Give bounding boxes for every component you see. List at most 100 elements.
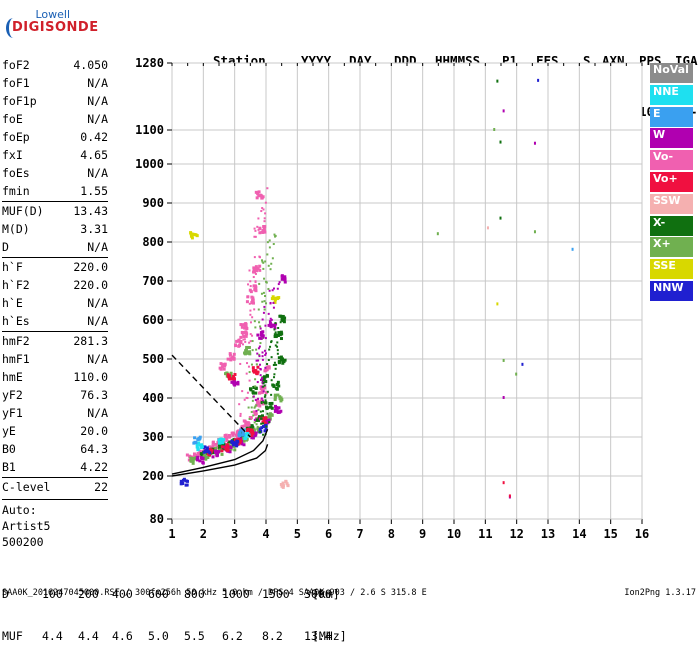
data-point [251,436,255,440]
param-value: 4.050 [73,58,108,72]
data-point [249,313,252,316]
data-point [273,363,276,366]
data-point [252,284,256,288]
param-name: hmE [2,370,23,384]
data-point [273,373,276,376]
x-tick-label: 4 [262,527,269,541]
param-separator [2,257,108,258]
data-point [214,442,218,446]
data-point [275,296,279,300]
param-name: hmF2 [2,334,30,348]
data-point [275,333,278,336]
data-point [280,316,284,320]
data-point [241,437,245,441]
data-point [267,323,271,327]
data-point [272,323,276,327]
data-point [281,314,285,318]
param-name: h`E [2,296,23,310]
data-point [533,230,536,234]
data-point [259,374,262,377]
data-point [258,353,261,356]
data-point [263,308,266,311]
data-point [263,377,266,380]
data-point [283,316,287,320]
data-point [248,269,251,272]
data-point [271,295,275,299]
data-point [233,373,237,377]
data-point [254,398,257,401]
data-point [502,481,505,485]
data-point [515,372,518,376]
data-point [263,217,266,220]
data-point [278,281,281,284]
data-point [260,389,264,393]
data-point [254,235,257,238]
data-point [274,344,277,347]
data-point [230,441,234,445]
logo-line1: Lowell [35,8,70,21]
data-point [234,344,238,348]
y-tick-label: 200 [142,469,164,483]
data-point [266,187,269,190]
data-point [205,446,209,450]
data-point [255,418,259,422]
data-point [262,401,265,404]
data-point [253,421,256,424]
data-point [185,453,189,457]
param-name: B0 [2,442,16,456]
param-value: 110.0 [73,370,108,384]
data-point [221,441,225,445]
param-row: fxI 4.65 [2,146,108,164]
data-point [261,355,264,358]
data-point [257,190,261,194]
data-point [263,375,267,379]
data-point [246,391,249,394]
data-point [240,325,244,329]
data-point [256,381,259,384]
data-point [262,410,265,413]
electron-density-profile [171,444,269,477]
data-point [235,432,239,436]
data-point [221,447,225,451]
data-point [263,230,267,234]
data-point [228,352,232,356]
x-tick-label: 13 [541,527,555,541]
data-point [233,448,237,452]
data-point [203,453,207,457]
data-point [219,362,223,366]
data-point [258,264,262,268]
data-point [245,345,249,349]
data-point [240,442,244,446]
data-point [260,398,264,402]
data-point [264,399,267,402]
digisonde-logo: Lowell DIGISONDE [4,8,98,38]
data-point [273,376,276,379]
data-point [254,378,257,381]
data-point [277,361,281,365]
data-point [253,271,256,274]
drow-value: 3000 [304,587,332,601]
data-point [265,373,269,377]
data-point [270,413,274,417]
legend-item-noval: NoVal [650,63,693,83]
param-row: h`F 220.0 [2,258,108,276]
data-point [255,423,258,426]
data-point [265,407,269,411]
data-point [248,352,252,356]
data-point [240,323,244,327]
data-point [255,196,259,200]
footer-version: Ion2Png 1.3.17 [624,588,696,598]
data-point [248,302,251,305]
data-point [242,335,246,339]
param-value: 1.55 [80,184,108,198]
param-value: N/A [87,352,108,366]
param-name: fmin [2,184,30,198]
muf-row: MUF 4.4 4.4 4.6 5.0 5.5 6.2 8.2 13.4 [MHz] [2,629,372,643]
data-point [257,308,260,311]
param-value: 13.43 [73,204,108,218]
data-point [264,212,267,215]
data-point [273,328,276,331]
data-point [267,264,270,267]
data-point [246,397,249,400]
data-point [217,438,221,442]
